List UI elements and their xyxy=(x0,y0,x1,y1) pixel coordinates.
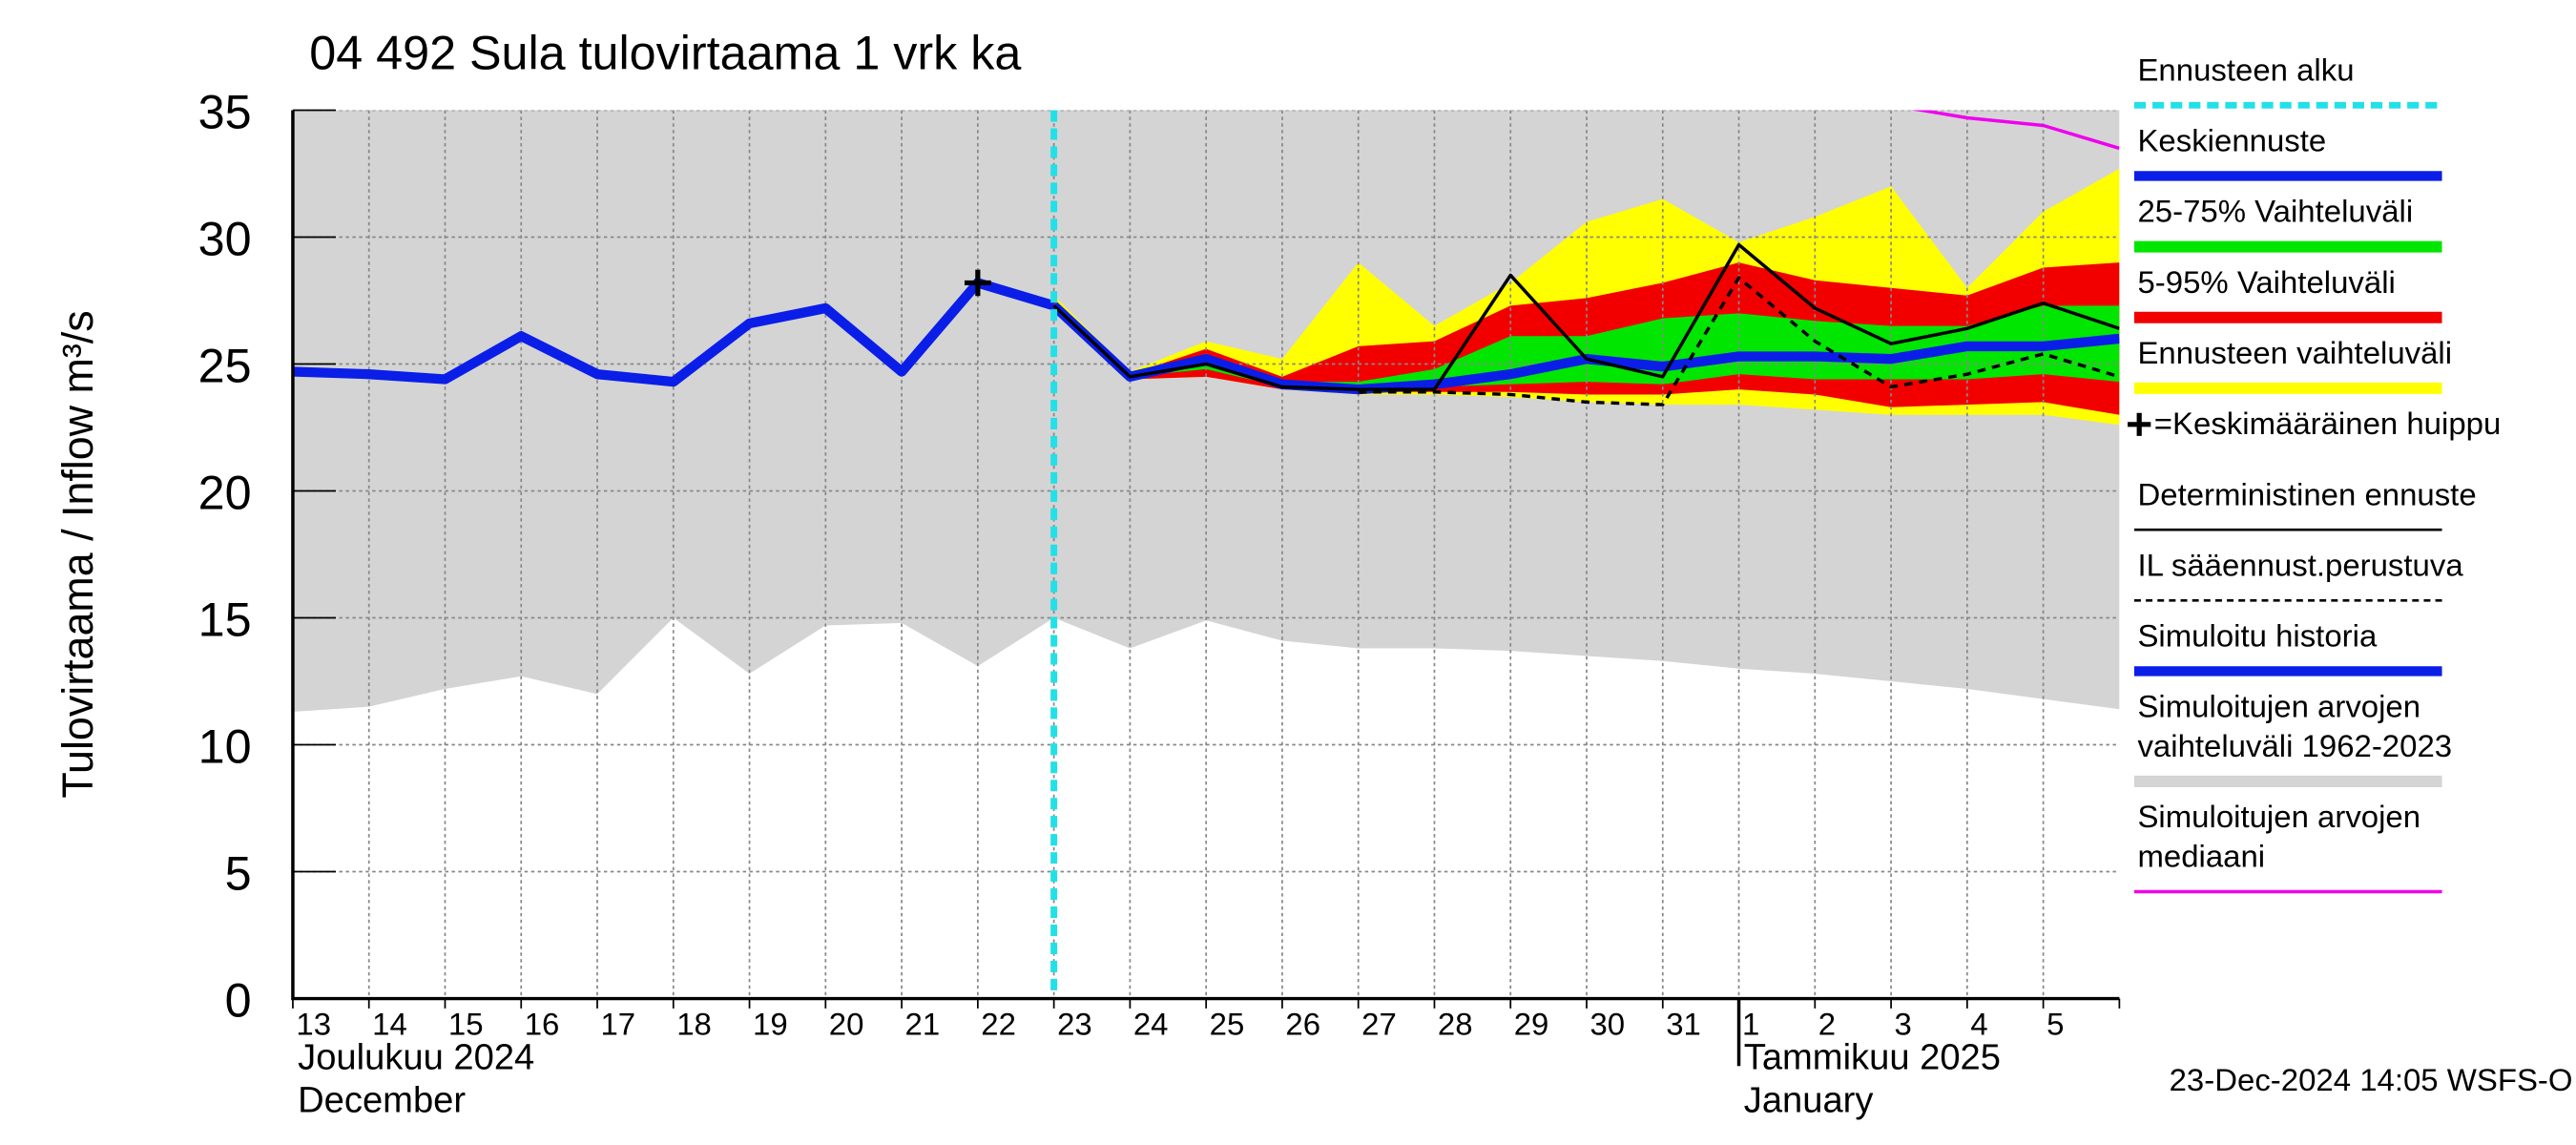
x-tick-label: 30 xyxy=(1589,1007,1625,1042)
x-tick-label: 2 xyxy=(1818,1007,1836,1042)
legend-label: Deterministinen ennuste xyxy=(2137,476,2476,511)
x-tick-label: 19 xyxy=(753,1007,788,1042)
legend-label: 5-95% Vaihteluväli xyxy=(2137,264,2395,300)
legend-label: 25-75% Vaihteluväli xyxy=(2137,194,2413,229)
chart-title: 04 492 Sula tulovirtaama 1 vrk ka xyxy=(309,27,1021,80)
x-tick-label: 24 xyxy=(1133,1007,1169,1042)
y-tick-label: 10 xyxy=(198,720,252,774)
y-tick-label: 15 xyxy=(198,593,252,647)
x-tick-label: 27 xyxy=(1361,1007,1397,1042)
x-tick-label: 28 xyxy=(1438,1007,1473,1042)
y-tick-label: 35 xyxy=(198,86,252,139)
x-tick-label: 14 xyxy=(372,1007,407,1042)
legend-label: Keskiennuste xyxy=(2137,123,2326,158)
y-tick-label: 5 xyxy=(225,847,252,901)
y-tick-label: 30 xyxy=(198,213,252,266)
legend-label: =Keskimääräinen huippu xyxy=(2154,406,2501,441)
month-sublabel: December xyxy=(298,1081,466,1121)
series-line xyxy=(1358,276,2120,406)
x-tick-label: 18 xyxy=(676,1007,712,1042)
x-tick-label: 29 xyxy=(1514,1007,1549,1042)
x-tick-label: 21 xyxy=(905,1007,941,1042)
x-tick-label: 13 xyxy=(296,1007,331,1042)
legend-label: Simuloitujen arvojen mediaani xyxy=(2137,799,2420,873)
y-tick-label: 25 xyxy=(198,340,252,393)
x-tick-label: 4 xyxy=(1970,1007,1987,1042)
x-tick-label: 17 xyxy=(600,1007,635,1042)
peak-marker xyxy=(964,269,991,297)
x-tick-label: 1 xyxy=(1742,1007,1759,1042)
x-tick-label: 23 xyxy=(1057,1007,1092,1042)
series-line xyxy=(1052,242,2120,391)
legend-label: Ennusteen alku xyxy=(2137,52,2354,88)
legend-label: Simuloitujen arvojen vaihteluväli 1962-20… xyxy=(2137,689,2452,763)
x-tick-label: 26 xyxy=(1285,1007,1320,1042)
x-tick-label: 16 xyxy=(525,1007,560,1042)
series-line xyxy=(1911,110,2120,151)
x-tick-label: 25 xyxy=(1210,1007,1245,1042)
footer: 23-Dec-2024 14:05 WSFS-O xyxy=(2170,1062,2573,1097)
x-tick-label: 5 xyxy=(2046,1007,2064,1042)
x-tick-label: 20 xyxy=(829,1007,864,1042)
month-label: Joulukuu 2024 xyxy=(298,1038,534,1078)
month-label: Tammikuu 2025 xyxy=(1744,1038,2001,1078)
month-sublabel: January xyxy=(1744,1081,1874,1121)
plot-area xyxy=(292,110,2120,999)
x-tick-label: 31 xyxy=(1666,1007,1701,1042)
legend-label: Ennusteen vaihteluväli xyxy=(2137,335,2452,370)
legend-symbol xyxy=(2128,412,2151,436)
x-tick-label: 3 xyxy=(1895,1007,1912,1042)
y-tick-label: 20 xyxy=(198,467,252,520)
x-tick-label: 15 xyxy=(448,1007,484,1042)
legend-label: Simuloitu historia xyxy=(2137,618,2378,654)
y-axis-label: Tulovirtaama / Inflow m³/s xyxy=(53,310,102,798)
y-tick-label: 0 xyxy=(225,974,252,1028)
series-line xyxy=(292,278,1056,387)
x-tick-label: 22 xyxy=(981,1007,1016,1042)
legend-label: IL sääennust.perustuva xyxy=(2137,548,2463,583)
